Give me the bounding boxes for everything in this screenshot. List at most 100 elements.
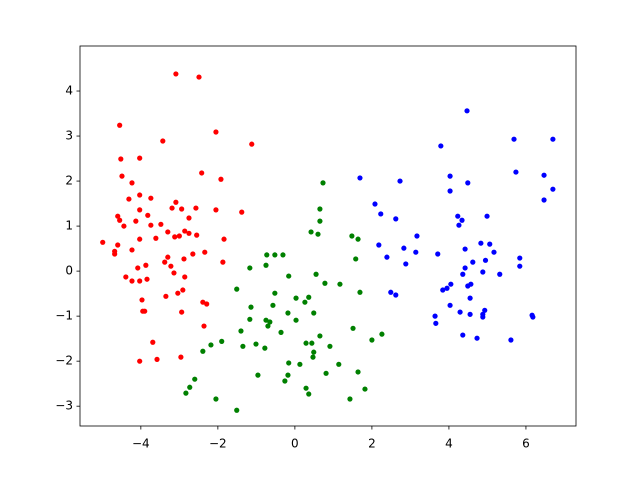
scatter-point [286,273,292,279]
scatter-point [265,323,271,329]
scatter-point [145,212,151,218]
scatter-point [293,295,299,301]
scatter-point [202,249,208,255]
scatter-point [234,286,240,292]
scatter-point [462,265,468,271]
scatter-point [286,360,292,366]
scatter-point [448,281,454,287]
scatter-point [142,308,148,314]
scatter-point [186,215,192,221]
scatter-point [347,396,353,402]
scatter-point [482,257,489,263]
scatter-point [462,246,468,252]
scatter-point [234,407,240,413]
scatter-point [239,209,245,215]
scatter-point [172,234,178,240]
scatter-point [160,138,166,144]
scatter-point [455,213,461,219]
scatter-point [491,249,497,255]
scatter-point [118,156,124,162]
scatter-point [320,180,326,186]
scatter-point [135,265,141,271]
scatter-point [517,255,523,261]
scatter-point [444,285,450,291]
y-tick-label: −2 [55,354,73,368]
scatter-point [264,252,270,258]
scatter-point [433,320,439,326]
scatter-point [376,242,382,248]
scatter-point [362,386,368,392]
scatter-point [213,129,219,135]
scatter-point [221,236,227,242]
scatter-point [293,317,299,323]
scatter-point [447,188,453,194]
scatter-point [272,252,278,258]
scatter-point [550,186,556,192]
scatter-point [180,287,186,293]
x-tick-label: −4 [132,437,150,451]
scatter-point [148,222,154,228]
scatter-point [154,356,160,362]
scatter-point [487,241,493,247]
scatter-point [249,141,255,147]
scatter-point [179,309,185,315]
scatter-point [247,316,253,322]
scatter-point [220,259,226,265]
scatter-point [178,354,184,360]
scatter-point [196,74,202,80]
scatter-point [517,263,523,269]
y-tick-label: 4 [65,84,73,98]
scatter-point [175,290,181,296]
scatter-point [464,108,470,114]
scatter-point [435,251,441,257]
scatter-point [413,249,419,255]
scatter-point [478,240,484,246]
scatter-point [497,271,503,277]
scatter-point [530,314,536,320]
scatter-point [393,292,399,298]
scatter-point [384,254,390,260]
scatter-point [121,223,127,229]
scatter-point [467,295,473,301]
scatter-point [150,339,156,345]
scatter-point [550,136,556,142]
scatter-point [303,385,309,391]
scatter-point [315,231,321,237]
scatter-point [123,274,129,280]
scatter-point [309,340,315,346]
scatter-point [357,289,363,295]
scatter-point [355,369,361,375]
scatter-point [200,348,206,354]
scatter-point [115,213,121,219]
scatter-point [303,340,309,346]
scatter-point [129,278,135,284]
scatter-point [117,122,123,128]
scatter-point [263,262,269,268]
scatter-point [513,169,519,175]
scatter-point [129,180,135,186]
scatter-point [308,229,314,235]
plot-frame [79,45,577,427]
scatter-point [168,263,174,269]
scatter-point [393,216,399,222]
scatter-point [100,239,106,245]
scatter-point [470,259,476,265]
y-tick-label: −3 [55,399,73,413]
scatter-point [148,195,154,201]
scatter-point [313,271,319,277]
scatter-point [353,256,359,262]
scatter-point [173,199,179,205]
scatter-point [163,293,169,299]
scatter-point [182,274,188,280]
scatter-point [460,332,466,338]
scatter-point [117,217,123,223]
scatter-point [139,297,145,303]
scatter-point [137,155,143,161]
scatter-point [173,71,179,77]
scatter-point [248,304,254,310]
scatter-point [126,196,132,202]
scatter-point [474,335,480,341]
scatter-point [306,294,312,300]
scatter-point [378,211,384,217]
scatter-point [465,283,471,289]
